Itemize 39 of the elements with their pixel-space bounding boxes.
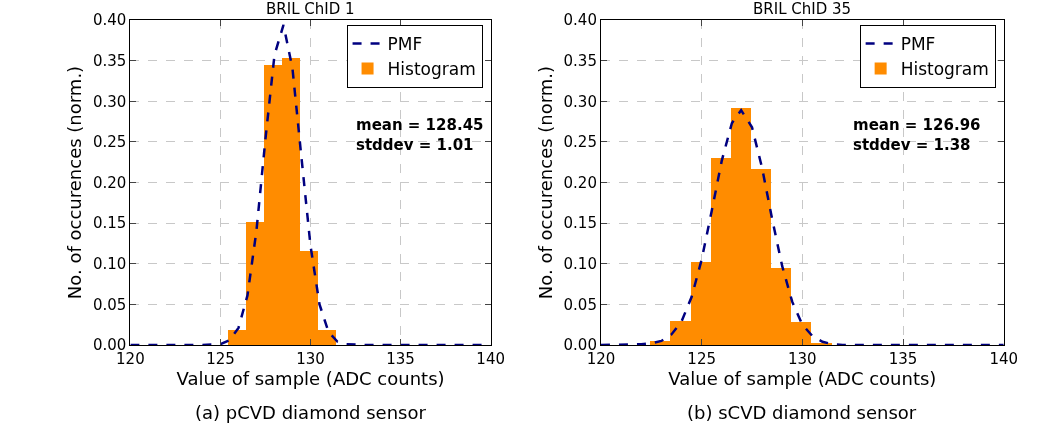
legend-label: PMF xyxy=(900,34,936,55)
y-tick-label: 0.25 xyxy=(563,133,597,152)
text: (b) sCVD diamond sensor xyxy=(687,402,917,423)
y-tick-label: 0.40 xyxy=(563,11,597,30)
y-axis-title: No. of occurences (norm.) xyxy=(534,65,556,300)
line-series xyxy=(600,108,1004,345)
y-tick-label: 0.35 xyxy=(92,51,127,70)
legend-label: PMF xyxy=(387,34,423,55)
y-tick-label: 0.15 xyxy=(563,214,597,233)
chart-title: BRIL ChID 35 xyxy=(753,0,852,18)
y-tick-label: 0.20 xyxy=(92,173,127,192)
y-tick-label: 0.10 xyxy=(563,255,597,273)
y-tick-label: 0.05 xyxy=(92,295,127,314)
legend-label: Histogram xyxy=(900,59,989,80)
annotation: mean = 126.96 stddev = 1.38 xyxy=(853,116,981,154)
y-tick-label: 0.15 xyxy=(92,214,127,233)
x-tick-label: 140 xyxy=(989,350,1019,368)
x-tick-label: 130 xyxy=(788,350,817,368)
text: (a) pCVD diamond sensor xyxy=(195,402,427,423)
x-tick-label: 140 xyxy=(476,350,505,368)
y-axis-title: No. of occurences (norm.) xyxy=(64,65,86,300)
x-tick-label: 135 xyxy=(386,350,415,368)
x-tick-label: 130 xyxy=(296,350,325,368)
y-tick-label: 0.30 xyxy=(563,92,597,111)
x-tick-label: 125 xyxy=(687,350,716,368)
y-tick-label: 0.35 xyxy=(563,51,597,70)
legend-label: Histogram xyxy=(387,59,476,80)
annotation: mean = 128.45 stddev = 1.01 xyxy=(356,116,484,154)
y-tick-label: 0.20 xyxy=(563,173,597,192)
chart-title: BRIL ChID 1 xyxy=(266,0,355,18)
x-axis-title: Value of sample (ADC counts) xyxy=(176,368,445,389)
y-tick-label: 0.30 xyxy=(92,92,127,111)
y-tick-label: 0.05 xyxy=(563,295,597,314)
y-tick-label: 0.40 xyxy=(92,11,127,30)
x-tick-label: 125 xyxy=(206,350,235,368)
y-tick-label: 0.10 xyxy=(92,255,127,273)
x-tick-label: 135 xyxy=(888,350,918,368)
y-tick-label: 0.25 xyxy=(92,133,127,152)
x-axis-title: Value of sample (ADC counts) xyxy=(668,368,937,389)
